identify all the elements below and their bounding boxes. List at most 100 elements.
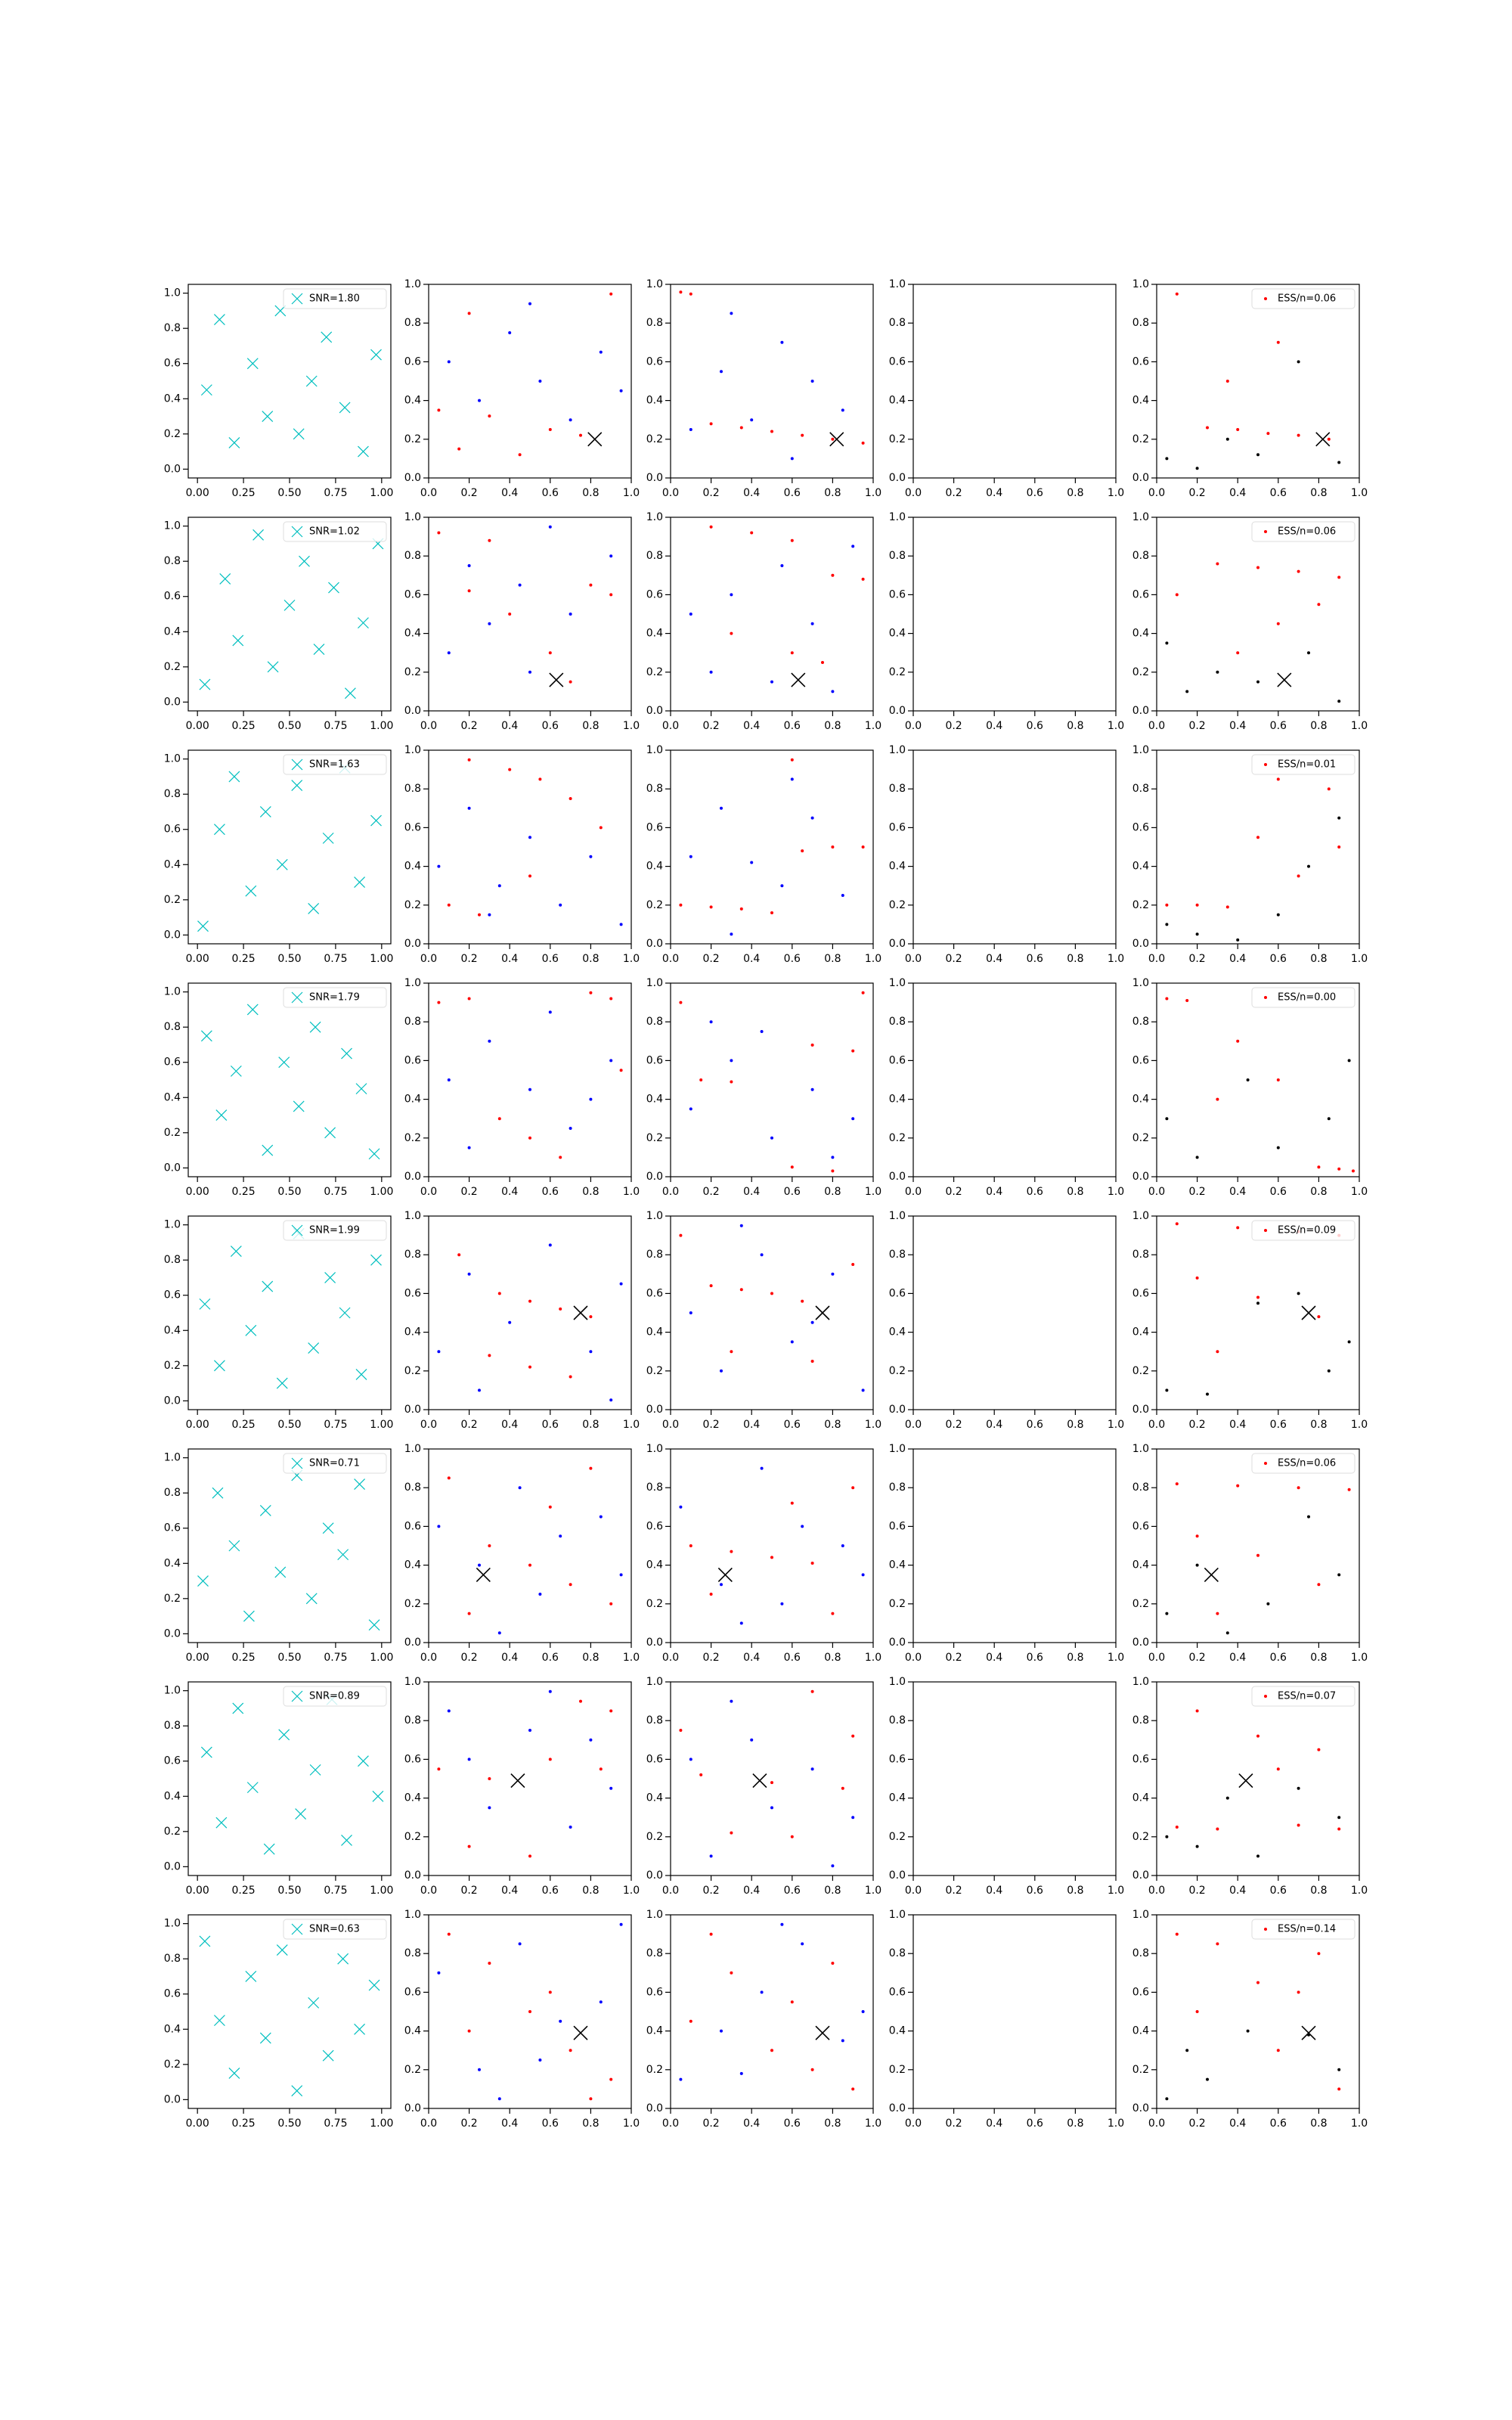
legend-label: SNR=1.02 <box>309 526 360 538</box>
point <box>1256 1295 1259 1299</box>
point <box>1297 1990 1300 1994</box>
y-tick-label: 1.0 <box>889 1676 906 1688</box>
point <box>720 1583 723 1587</box>
point <box>1165 641 1169 645</box>
x-tick-label: 1.0 <box>623 953 640 965</box>
y-tick-label: 0.4 <box>646 2025 663 2037</box>
point <box>1317 1952 1321 1956</box>
y-tick-label: 0.6 <box>1132 1520 1149 1532</box>
point <box>243 1610 255 1622</box>
y-tick-label: 1.0 <box>889 1443 906 1455</box>
subplot: 0.0 0.2 0.4 0.6 0.8 1.0 0.0 0.2 0.4 0.6 0.8 1.0 <box>646 1909 881 2130</box>
x-tick-label: 1.00 <box>370 720 393 732</box>
y-tick-label: 0.0 <box>646 472 663 484</box>
point <box>679 903 683 907</box>
point <box>815 1305 830 1320</box>
y-tick-label: 0.4 <box>164 1557 181 1569</box>
subplot: 0.00 0.25 0.50 0.75 1.00 0.0 0.2 0.4 0.6 0.8 1.0 SN… <box>164 1448 393 1664</box>
point <box>1315 432 1331 447</box>
point <box>1301 2025 1316 2040</box>
point <box>1317 1315 1321 1319</box>
subplot: 0.0 0.2 0.4 0.6 0.8 1.0 0.0 0.2 0.4 0.6 0.8 1.0 ESS/… <box>1132 1210 1368 1431</box>
axes-frame <box>428 1215 632 1410</box>
points <box>1165 1709 1341 1858</box>
axes-frame <box>428 517 632 712</box>
y-tick-label: 1.0 <box>889 977 906 989</box>
y-tick-label: 0.4 <box>164 1324 181 1336</box>
x-tick-label: 0.6 <box>1027 1885 1043 1897</box>
point <box>739 2071 743 2075</box>
point <box>709 525 713 529</box>
axes-background <box>913 1449 1116 1643</box>
x-tick-label: 0.2 <box>1188 1885 1205 1897</box>
y-tick-label: 0.0 <box>1132 1404 1149 1416</box>
x-tick-label: 1.0 <box>1108 487 1124 499</box>
point <box>1195 1276 1199 1280</box>
point <box>679 2077 683 2081</box>
point <box>324 1127 336 1139</box>
y-tick-label: 0.2 <box>1132 433 1149 445</box>
subplot: 0.0 0.2 0.4 0.6 0.8 1.0 0.0 0.2 0.4 0.6 0.8 1.0 <box>404 1676 640 1897</box>
x-tick-label: 0.2 <box>1188 2118 1205 2130</box>
point <box>1216 1942 1219 1946</box>
y-tick-label: 0.6 <box>164 1755 181 1767</box>
y-tick-label: 0.6 <box>889 1054 906 1066</box>
point <box>790 2000 794 2004</box>
y-tick-label: 0.6 <box>646 1753 663 1765</box>
x-tick-label: 0.75 <box>324 487 347 499</box>
y-tick-label: 0.2 <box>164 661 181 673</box>
x-tick-label: 0.4 <box>743 1652 760 1664</box>
y-tick-label: 0.4 <box>889 1559 906 1571</box>
point <box>309 1021 321 1033</box>
x-tick-label: 0.0 <box>1148 1885 1165 1897</box>
y-tick-label: 0.4 <box>1132 1559 1149 1571</box>
axes-frame <box>912 517 1117 712</box>
x-tick-label: 1.0 <box>623 1652 640 1664</box>
axes-frame <box>1156 517 1360 712</box>
x-tick-label: 1.0 <box>865 1419 881 1431</box>
point <box>437 1767 441 1771</box>
legend-marker <box>1264 1462 1267 1465</box>
point <box>337 1953 349 1965</box>
y-tick-label: 0.4 <box>404 1559 421 1571</box>
y-tick-label: 1.0 <box>646 1443 663 1455</box>
x-tick-label: 0.25 <box>232 953 256 965</box>
point <box>587 432 603 447</box>
y-tick-label: 0.4 <box>1132 395 1149 407</box>
x-tick-label: 0.8 <box>824 1652 841 1664</box>
point <box>259 806 271 818</box>
point <box>508 331 512 334</box>
axes-background <box>913 983 1116 1177</box>
point <box>810 1320 814 1324</box>
x-tick-label: 0.8 <box>824 720 841 732</box>
subplot: 0.00 0.25 0.50 0.75 1.00 0.0 0.2 0.4 0.6 0.8 1.0 SN… <box>164 1215 393 1431</box>
axes-frame <box>670 1914 874 2109</box>
y-tick-label: 0.2 <box>889 1598 906 1610</box>
point <box>1276 777 1280 781</box>
axes-background <box>429 750 631 944</box>
x-tick-label: 0.00 <box>186 2118 209 2130</box>
legend-box <box>1251 1686 1356 1707</box>
point <box>589 991 593 994</box>
point <box>609 1602 613 1606</box>
x-tick-label: 0.00 <box>186 1419 209 1431</box>
point <box>599 350 603 354</box>
y-tick-label: 0.4 <box>164 2023 181 2035</box>
point <box>770 430 773 433</box>
x-tick-label: 0.4 <box>501 487 518 499</box>
point <box>689 855 692 858</box>
point <box>790 1835 794 1838</box>
point <box>1256 453 1259 457</box>
point <box>559 1534 562 1538</box>
point <box>851 1816 855 1820</box>
x-tick-label: 0.25 <box>232 1885 256 1897</box>
point <box>1276 622 1280 625</box>
point <box>1256 680 1259 684</box>
y-tick-label: 0.8 <box>1132 317 1149 329</box>
point <box>810 2068 814 2071</box>
point <box>528 2010 531 2013</box>
point <box>739 907 743 911</box>
legend-marker <box>1264 530 1267 533</box>
y-tick-label: 0.8 <box>646 1714 663 1727</box>
